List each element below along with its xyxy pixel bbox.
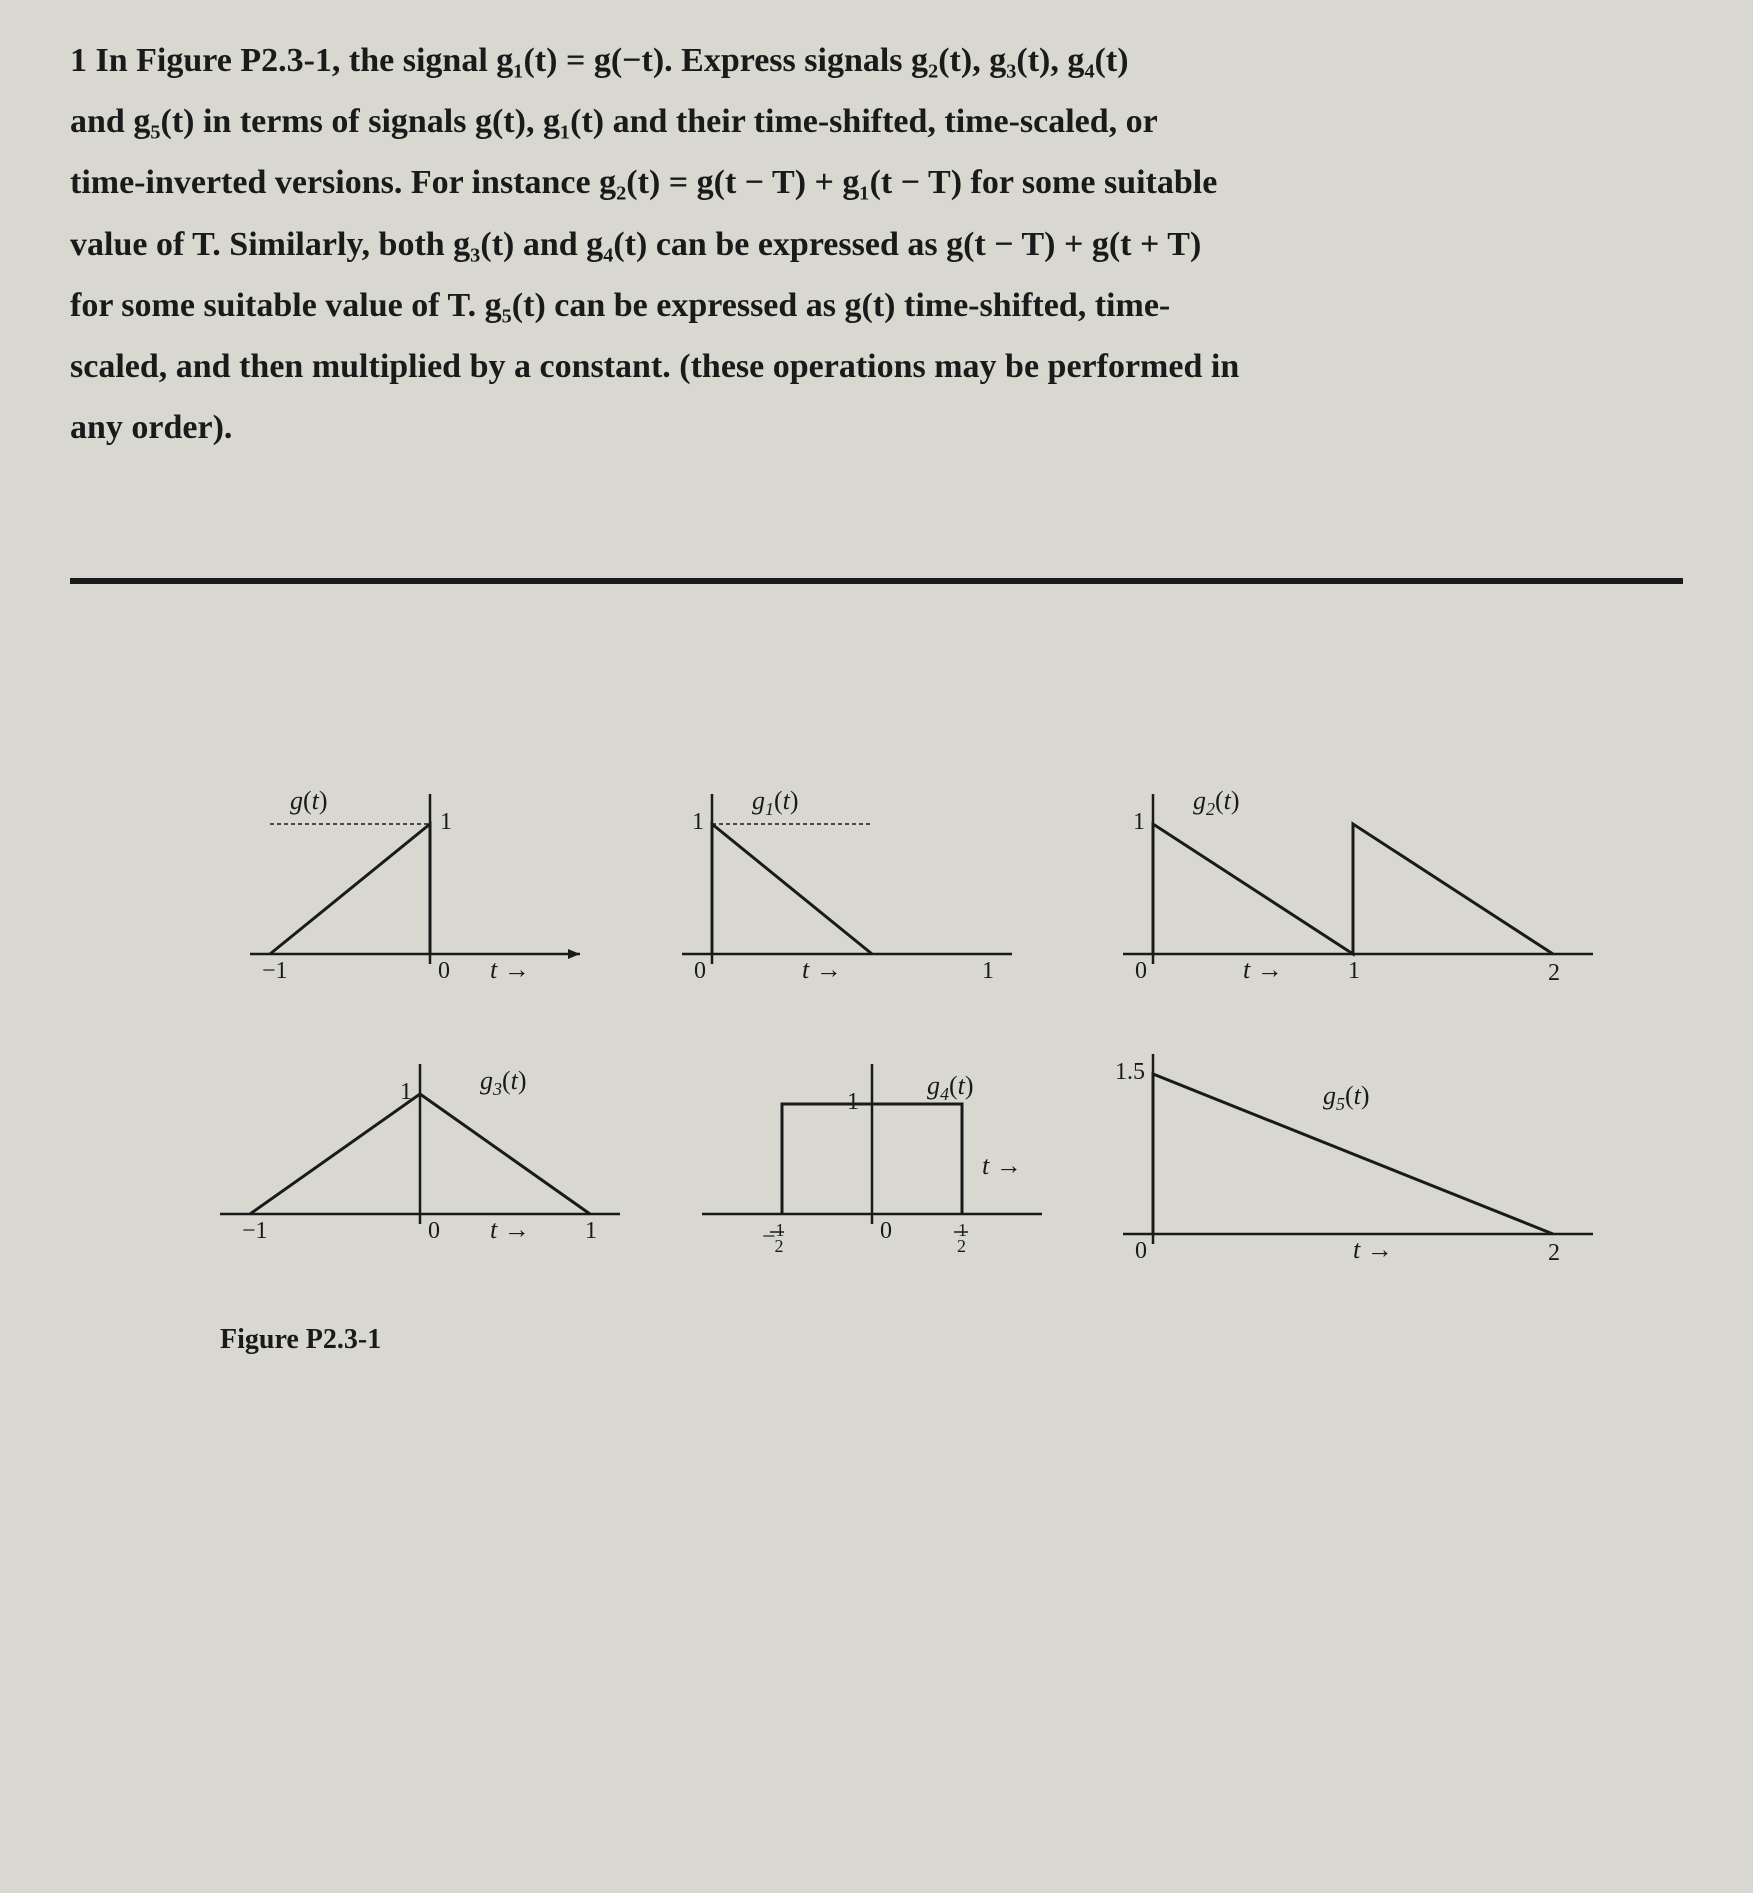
svg-text:0: 0: [1135, 1238, 1147, 1264]
svg-text:t →: t →: [490, 1215, 530, 1244]
svg-text:−1: −1: [262, 958, 288, 984]
svg-text:1: 1: [440, 809, 452, 835]
svg-text:g5(t): g5(t): [1323, 1081, 1370, 1114]
section-divider: [70, 578, 1683, 584]
svg-text:1: 1: [585, 1218, 597, 1244]
svg-text:−1: −1: [242, 1218, 268, 1244]
svg-text:g1(t): g1(t): [752, 786, 799, 819]
svg-text:t →: t →: [982, 1151, 1022, 1180]
svg-text:1: 1: [400, 1079, 412, 1105]
svg-text:g(t): g(t): [290, 786, 328, 815]
svg-text:1: 1: [982, 958, 994, 984]
plot-g4: −12 0 12 1 g4(t) t →: [682, 1054, 1062, 1254]
document-page: 1 In Figure P2.3-1, the signal g₁(t) = g…: [0, 0, 1753, 1386]
svg-text:t →: t →: [802, 955, 842, 984]
text-line-7: any order).: [70, 397, 1683, 458]
svg-text:0: 0: [428, 1218, 440, 1244]
svg-text:g2(t): g2(t): [1193, 786, 1240, 819]
svg-text:0: 0: [694, 958, 706, 984]
svg-text:1: 1: [692, 809, 704, 835]
svg-text:1: 1: [1133, 809, 1145, 835]
svg-text:t →: t →: [1243, 955, 1283, 984]
svg-text:12: 12: [957, 1220, 967, 1256]
svg-text:0: 0: [1135, 958, 1147, 984]
svg-text:g4(t): g4(t): [927, 1071, 974, 1104]
svg-text:t →: t →: [490, 955, 530, 984]
figure-row-1: −1 0 1 g(t) t → 0 1 1 g1(: [220, 784, 1603, 1004]
plot-g: −1 0 1 g(t) t →: [220, 784, 600, 1004]
svg-text:1: 1: [1348, 958, 1360, 984]
svg-text:1.5: 1.5: [1115, 1059, 1145, 1085]
svg-text:2: 2: [1548, 960, 1560, 986]
svg-text:1: 1: [847, 1089, 859, 1115]
figure-row-2: −1 0 1 1 g3(t) t → −12 0 12: [220, 1054, 1603, 1274]
figure-area: −1 0 1 g(t) t → 0 1 1 g1(: [70, 784, 1683, 1356]
svg-text:0: 0: [880, 1218, 892, 1244]
text-line-1: 1 In Figure P2.3-1, the signal g₁(t) = g…: [70, 30, 1683, 91]
text-line-2: and g₅(t) in terms of signals g(t), g₁(t…: [70, 91, 1683, 152]
svg-text:−12: −12: [762, 1220, 785, 1256]
plot-g2: 0 1 2 1 g2(t) t →: [1103, 784, 1603, 1004]
problem-statement: 1 In Figure P2.3-1, the signal g₁(t) = g…: [70, 30, 1683, 458]
plot-g1: 0 1 1 g1(t) t →: [662, 784, 1042, 1004]
text-line-6: scaled, and then multiplied by a constan…: [70, 336, 1683, 397]
svg-text:t →: t →: [1353, 1235, 1393, 1264]
svg-text:g3(t): g3(t): [480, 1066, 527, 1099]
svg-text:0: 0: [438, 958, 450, 984]
text-line-4: value of T. Similarly, both g₃(t) and g₄…: [70, 214, 1683, 275]
figure-caption: Figure P2.3-1: [220, 1324, 1603, 1356]
svg-text:2: 2: [1548, 1240, 1560, 1266]
plot-g5: 0 2 1.5 g5(t) t →: [1103, 1054, 1603, 1274]
text-line-5: for some suitable value of T. g₅(t) can …: [70, 275, 1683, 336]
plot-g3: −1 0 1 1 g3(t) t →: [220, 1054, 640, 1254]
text-line-3: time-inverted versions. For instance g₂(…: [70, 152, 1683, 213]
